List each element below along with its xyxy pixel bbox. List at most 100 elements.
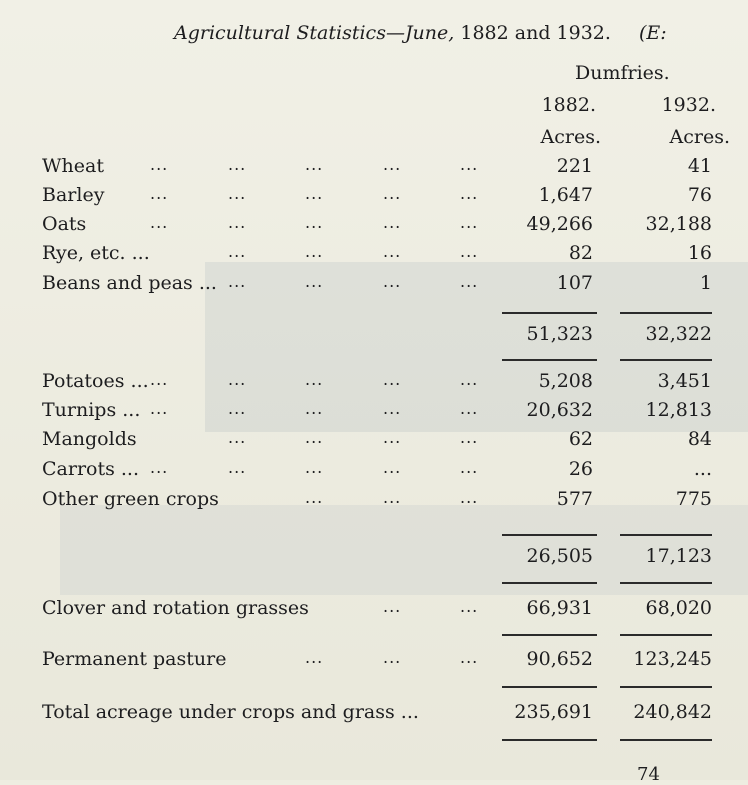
leader-dots: ...: [305, 370, 324, 389]
value-1882: 26,505: [526, 545, 593, 567]
sum-rule: [502, 534, 597, 536]
leader-dots: ...: [150, 399, 169, 418]
leader-dots: ...: [460, 488, 479, 507]
row-label: Barley: [42, 184, 105, 206]
leader-dots: ...: [228, 458, 247, 477]
sum-rule: [502, 312, 597, 314]
value-1882: 235,691: [514, 701, 593, 723]
sum-rule: [502, 739, 597, 741]
leader-dots: ...: [228, 399, 247, 418]
leader-dots: ...: [460, 597, 479, 616]
leader-dots: ...: [383, 648, 402, 667]
clover-row: Clover and rotation grasses...... 66,931 6…: [0, 597, 748, 623]
row-label: Permanent pasture: [42, 648, 227, 670]
leader-dots: ...: [228, 428, 247, 447]
sum-rule: [620, 686, 712, 688]
value-1882: 107: [556, 272, 593, 294]
leader-dots: ...: [305, 213, 324, 232]
value-1882: 5,208: [538, 370, 593, 392]
page-title: Agricultural Statistics—June, 1882 and 1…: [174, 22, 667, 44]
page-number: 74: [637, 764, 660, 785]
table-row: Turnips .................. 20,632 12,813: [0, 399, 748, 425]
pasture-row: Permanent pasture......... 90,652 123,245: [0, 648, 748, 674]
table-row: Barley............... 1,647 76: [0, 184, 748, 210]
group-total-row: 51,323 32,322: [0, 323, 748, 349]
sum-rule: [502, 582, 597, 584]
row-label: Potatoes ...: [42, 370, 149, 392]
value-1932: 16: [687, 242, 712, 264]
row-label: Wheat: [42, 155, 104, 177]
leader-dots: ...: [305, 272, 324, 291]
title-years: 1882 and 1932.: [460, 22, 611, 44]
leader-dots: ...: [460, 213, 479, 232]
value-1882: 51,323: [526, 323, 593, 345]
value-1882: 66,931: [526, 597, 593, 619]
leader-dots: ...: [150, 458, 169, 477]
title-text: Agricultural Statistics—June,: [174, 22, 455, 44]
leader-dots: ...: [305, 399, 324, 418]
table-row: Wheat............... 221 41: [0, 155, 748, 181]
leader-dots: ...: [383, 184, 402, 203]
sum-rule: [620, 359, 712, 361]
leader-dots: ...: [383, 488, 402, 507]
value-1932: 775: [675, 488, 712, 510]
row-label: Beans and peas ...: [42, 272, 217, 294]
leader-dots: ...: [460, 428, 479, 447]
value-1882: 221: [556, 155, 593, 177]
sum-rule: [502, 686, 597, 688]
leader-dots: ...: [228, 213, 247, 232]
col-unit-1932: Acres.: [669, 126, 730, 148]
value-1932: 3,451: [657, 370, 712, 392]
row-label: Other green crops: [42, 488, 219, 510]
col-unit-1882: Acres.: [540, 126, 601, 148]
grand-total-row: Total acreage under crops and grass ... 2…: [0, 701, 748, 727]
value-1932: 76: [687, 184, 712, 206]
leader-dots: ...: [460, 155, 479, 174]
row-label: Total acreage under crops and grass ...: [42, 701, 419, 723]
leader-dots: ...: [460, 458, 479, 477]
row-label: Carrots ...: [42, 458, 140, 480]
leader-dots: ...: [150, 184, 169, 203]
value-1882: 20,632: [526, 399, 593, 421]
value-1932: 123,245: [633, 648, 712, 670]
leader-dots: ...: [305, 242, 324, 261]
row-label: Turnips ...: [42, 399, 141, 421]
leader-dots: ...: [228, 184, 247, 203]
leader-dots: ...: [383, 458, 402, 477]
leader-dots: ...: [383, 428, 402, 447]
sum-rule: [620, 534, 712, 536]
value-1932: 240,842: [633, 701, 712, 723]
leader-dots: ...: [460, 399, 479, 418]
value-1882: 90,652: [526, 648, 593, 670]
leader-dots: ...: [228, 155, 247, 174]
value-1932: 1: [699, 272, 712, 294]
region-heading: Dumfries.: [575, 62, 670, 84]
sum-rule: [620, 634, 712, 636]
value-1932: 12,813: [645, 399, 712, 421]
table-row: Carrots .................. 26...: [0, 458, 748, 484]
value-1882: 577: [556, 488, 593, 510]
value-1932: 84: [687, 428, 712, 450]
sum-rule: [620, 312, 712, 314]
leader-dots: ...: [383, 370, 402, 389]
value-1882: 49,266: [526, 213, 593, 235]
value-1882: 62: [568, 428, 593, 450]
value-1882: 26: [568, 458, 593, 480]
leader-dots: ...: [383, 597, 402, 616]
leader-dots: ...: [305, 155, 324, 174]
leader-dots: ...: [228, 272, 247, 291]
sum-rule: [620, 739, 712, 741]
leader-dots: ...: [305, 184, 324, 203]
leader-dots: ...: [383, 242, 402, 261]
sum-rule: [502, 359, 597, 361]
leader-dots: ...: [460, 242, 479, 261]
leader-dots: ...: [383, 399, 402, 418]
leader-dots: ...: [228, 370, 247, 389]
table-row: Potatoes .................. 5,208 3,451: [0, 370, 748, 396]
leader-dots: ...: [460, 648, 479, 667]
bleed-through-shade: [205, 262, 748, 432]
title-cut: (E:: [638, 22, 667, 44]
table-row: Beans and peas ............... 107 1: [0, 272, 748, 298]
leader-dots: ...: [460, 184, 479, 203]
